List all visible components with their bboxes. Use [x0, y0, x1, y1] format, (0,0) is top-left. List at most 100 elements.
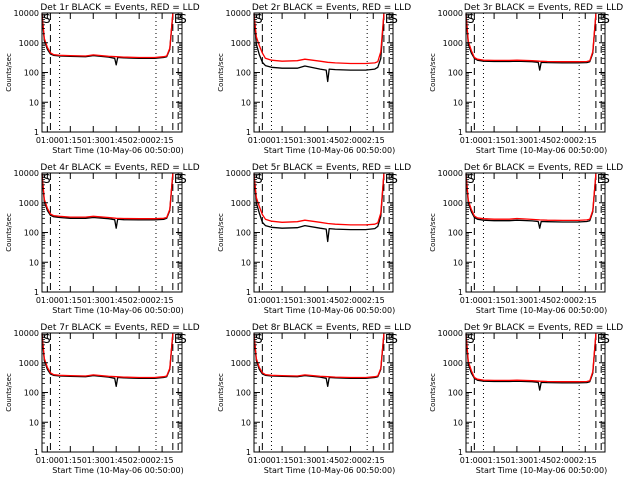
chart-8-marker-label-1: S	[255, 332, 263, 346]
chart-5-xtick-label-5: 02:00	[339, 296, 362, 305]
chart-5-xtick-label-1: 01:00	[248, 296, 271, 305]
chart-2-xtick-label-6: 02:15	[362, 136, 385, 145]
chart-5-title: Det 5r BLACK = Events, RED = LLD	[252, 163, 411, 173]
chart-6-xlabel: Start Time (10-May-06 00:50:00)	[476, 306, 607, 315]
chart-8-series-events	[253, 334, 385, 388]
chart-8-ytick-label-3: 100	[236, 389, 251, 398]
chart-7-frame	[41, 332, 183, 453]
chart-9-ytick-label-4: 1000	[443, 359, 463, 368]
chart-9-ytick-label-1: 1	[458, 448, 463, 457]
chart-6-xtick-label-4: 01:45	[528, 296, 551, 305]
chart-9-xtick-label-4: 01:45	[528, 456, 551, 465]
chart-3-series-events	[465, 14, 597, 71]
chart-9-ytick-label-5: 10000	[438, 329, 463, 338]
chart-3-frame	[465, 12, 606, 133]
chart-1-ytick-label-2: 10	[29, 98, 39, 107]
chart-4-ytick-label-3: 100	[24, 229, 39, 238]
chart-3-ylabel: Counts/sec	[429, 53, 437, 92]
chart-1-xtick-label-3: 01:30	[82, 136, 105, 145]
chart-2-xtick-label-3: 01:30	[293, 136, 316, 145]
chart-9-marker-label-1: S	[467, 332, 475, 346]
chart-2-xtick-label-4: 01:45	[316, 136, 339, 145]
chart-9-xtick-label-5: 02:00	[551, 456, 574, 465]
chart-6-marker-label-3: S	[602, 172, 610, 186]
chart-4-xtick-label-2: 01:15	[59, 296, 82, 305]
chart-7-ytick-label-5: 10000	[14, 329, 39, 338]
chart-9-ytick-label-2: 10	[453, 418, 463, 427]
chart-5-ytick-label-2: 10	[241, 258, 251, 267]
chart-8-ylabel: Counts/sec	[217, 373, 225, 412]
chart-4-title: Det 4r BLACK = Events, RED = LLD	[40, 163, 199, 173]
chart-6-ytick-label-3: 100	[448, 229, 463, 238]
chart-5-ytick-label-4: 1000	[231, 199, 251, 208]
chart-3-marker-label-2: E	[597, 12, 605, 26]
chart-3-xlabel: Start Time (10-May-06 00:50:00)	[476, 146, 607, 155]
chart-2-marker-label-2: E	[385, 12, 393, 26]
chart-3-xtick-label-1: 01:00	[460, 136, 483, 145]
chart-8-series-lld	[253, 333, 385, 379]
chart-6-ylabel: Counts/sec	[429, 213, 437, 252]
chart-1-xtick-label-4: 01:45	[105, 136, 128, 145]
chart-2-ylabel: Counts/sec	[217, 53, 225, 92]
chart-9-ytick-label-3: 100	[448, 389, 463, 398]
chart-3-ytick-label-5: 10000	[438, 9, 463, 18]
chart-6-ytick-label-1: 1	[458, 288, 463, 297]
chart-1-series-lld	[41, 13, 174, 59]
chart-5-ytick-label-3: 100	[236, 229, 251, 238]
chart-5-ylabel: Counts/sec	[217, 213, 225, 252]
chart-7-marker-label-2: E	[174, 332, 182, 346]
chart-6-xtick-label-6: 02:15	[574, 296, 597, 305]
chart-5-marker-label-2: E	[385, 172, 393, 186]
chart-6-xtick-label-3: 01:30	[505, 296, 528, 305]
chart-5-xlabel: Start Time (10-May-06 00:50:00)	[264, 306, 395, 315]
chart-3-marker-label-3: S	[602, 12, 610, 26]
chart-8-frame	[253, 332, 394, 453]
chart-7-xtick-label-2: 01:15	[59, 456, 82, 465]
chart-9-title: Det 9r BLACK = Events, RED = LLD	[464, 323, 623, 333]
chart-4-xtick-label-1: 01:00	[36, 296, 59, 305]
chart-6-xtick-label-1: 01:00	[460, 296, 483, 305]
chart-7-series-lld	[41, 333, 174, 379]
chart-4-ytick-label-2: 10	[29, 258, 39, 267]
chart-3-ytick-label-3: 100	[448, 69, 463, 78]
chart-8-marker-label-2: E	[385, 332, 393, 346]
chart-8-xtick-label-5: 02:00	[339, 456, 362, 465]
chart-7-ytick-label-1: 1	[34, 448, 39, 457]
chart-9-frame	[465, 332, 606, 453]
chart-3-marker-label-1: S	[467, 12, 475, 26]
chart-7-ytick-label-2: 10	[29, 418, 39, 427]
chart-8-ytick-label-4: 1000	[231, 359, 251, 368]
chart-2-ytick-label-1: 1	[246, 128, 251, 137]
chart-6-marker-label-2: E	[597, 172, 605, 186]
chart-4-xtick-label-4: 01:45	[105, 296, 128, 305]
chart-3-xtick-label-4: 01:45	[528, 136, 551, 145]
chart-1-ytick-label-3: 100	[24, 69, 39, 78]
chart-9-series-lld	[465, 333, 597, 383]
chart-4-series-lld	[41, 173, 174, 220]
chart-3-xtick-label-2: 01:15	[483, 136, 506, 145]
chart-7-xtick-label-6: 02:15	[151, 456, 174, 465]
chart-9-xlabel: Start Time (10-May-06 00:50:00)	[476, 466, 607, 475]
chart-1-frame	[41, 12, 183, 133]
chart-8-xtick-label-2: 01:15	[271, 456, 294, 465]
chart-1-series-events	[41, 14, 174, 66]
chart-4-xtick-label-6: 02:15	[151, 296, 174, 305]
chart-3-title: Det 3r BLACK = Events, RED = LLD	[464, 3, 623, 13]
chart-6-ytick-label-4: 1000	[443, 199, 463, 208]
chart-8-xtick-label-3: 01:30	[293, 456, 316, 465]
chart-5-xtick-label-4: 01:45	[316, 296, 339, 305]
chart-8-xtick-label-1: 01:00	[248, 456, 271, 465]
chart-8-ytick-label-2: 10	[241, 418, 251, 427]
chart-1-xtick-label-6: 02:15	[151, 136, 174, 145]
chart-5-xtick-label-6: 02:15	[362, 296, 385, 305]
chart-6-xtick-label-2: 01:15	[483, 296, 506, 305]
chart-1-title: Det 1r BLACK = Events, RED = LLD	[40, 3, 199, 13]
chart-2-ytick-label-4: 1000	[231, 39, 251, 48]
chart-5-marker-label-1: S	[255, 172, 263, 186]
